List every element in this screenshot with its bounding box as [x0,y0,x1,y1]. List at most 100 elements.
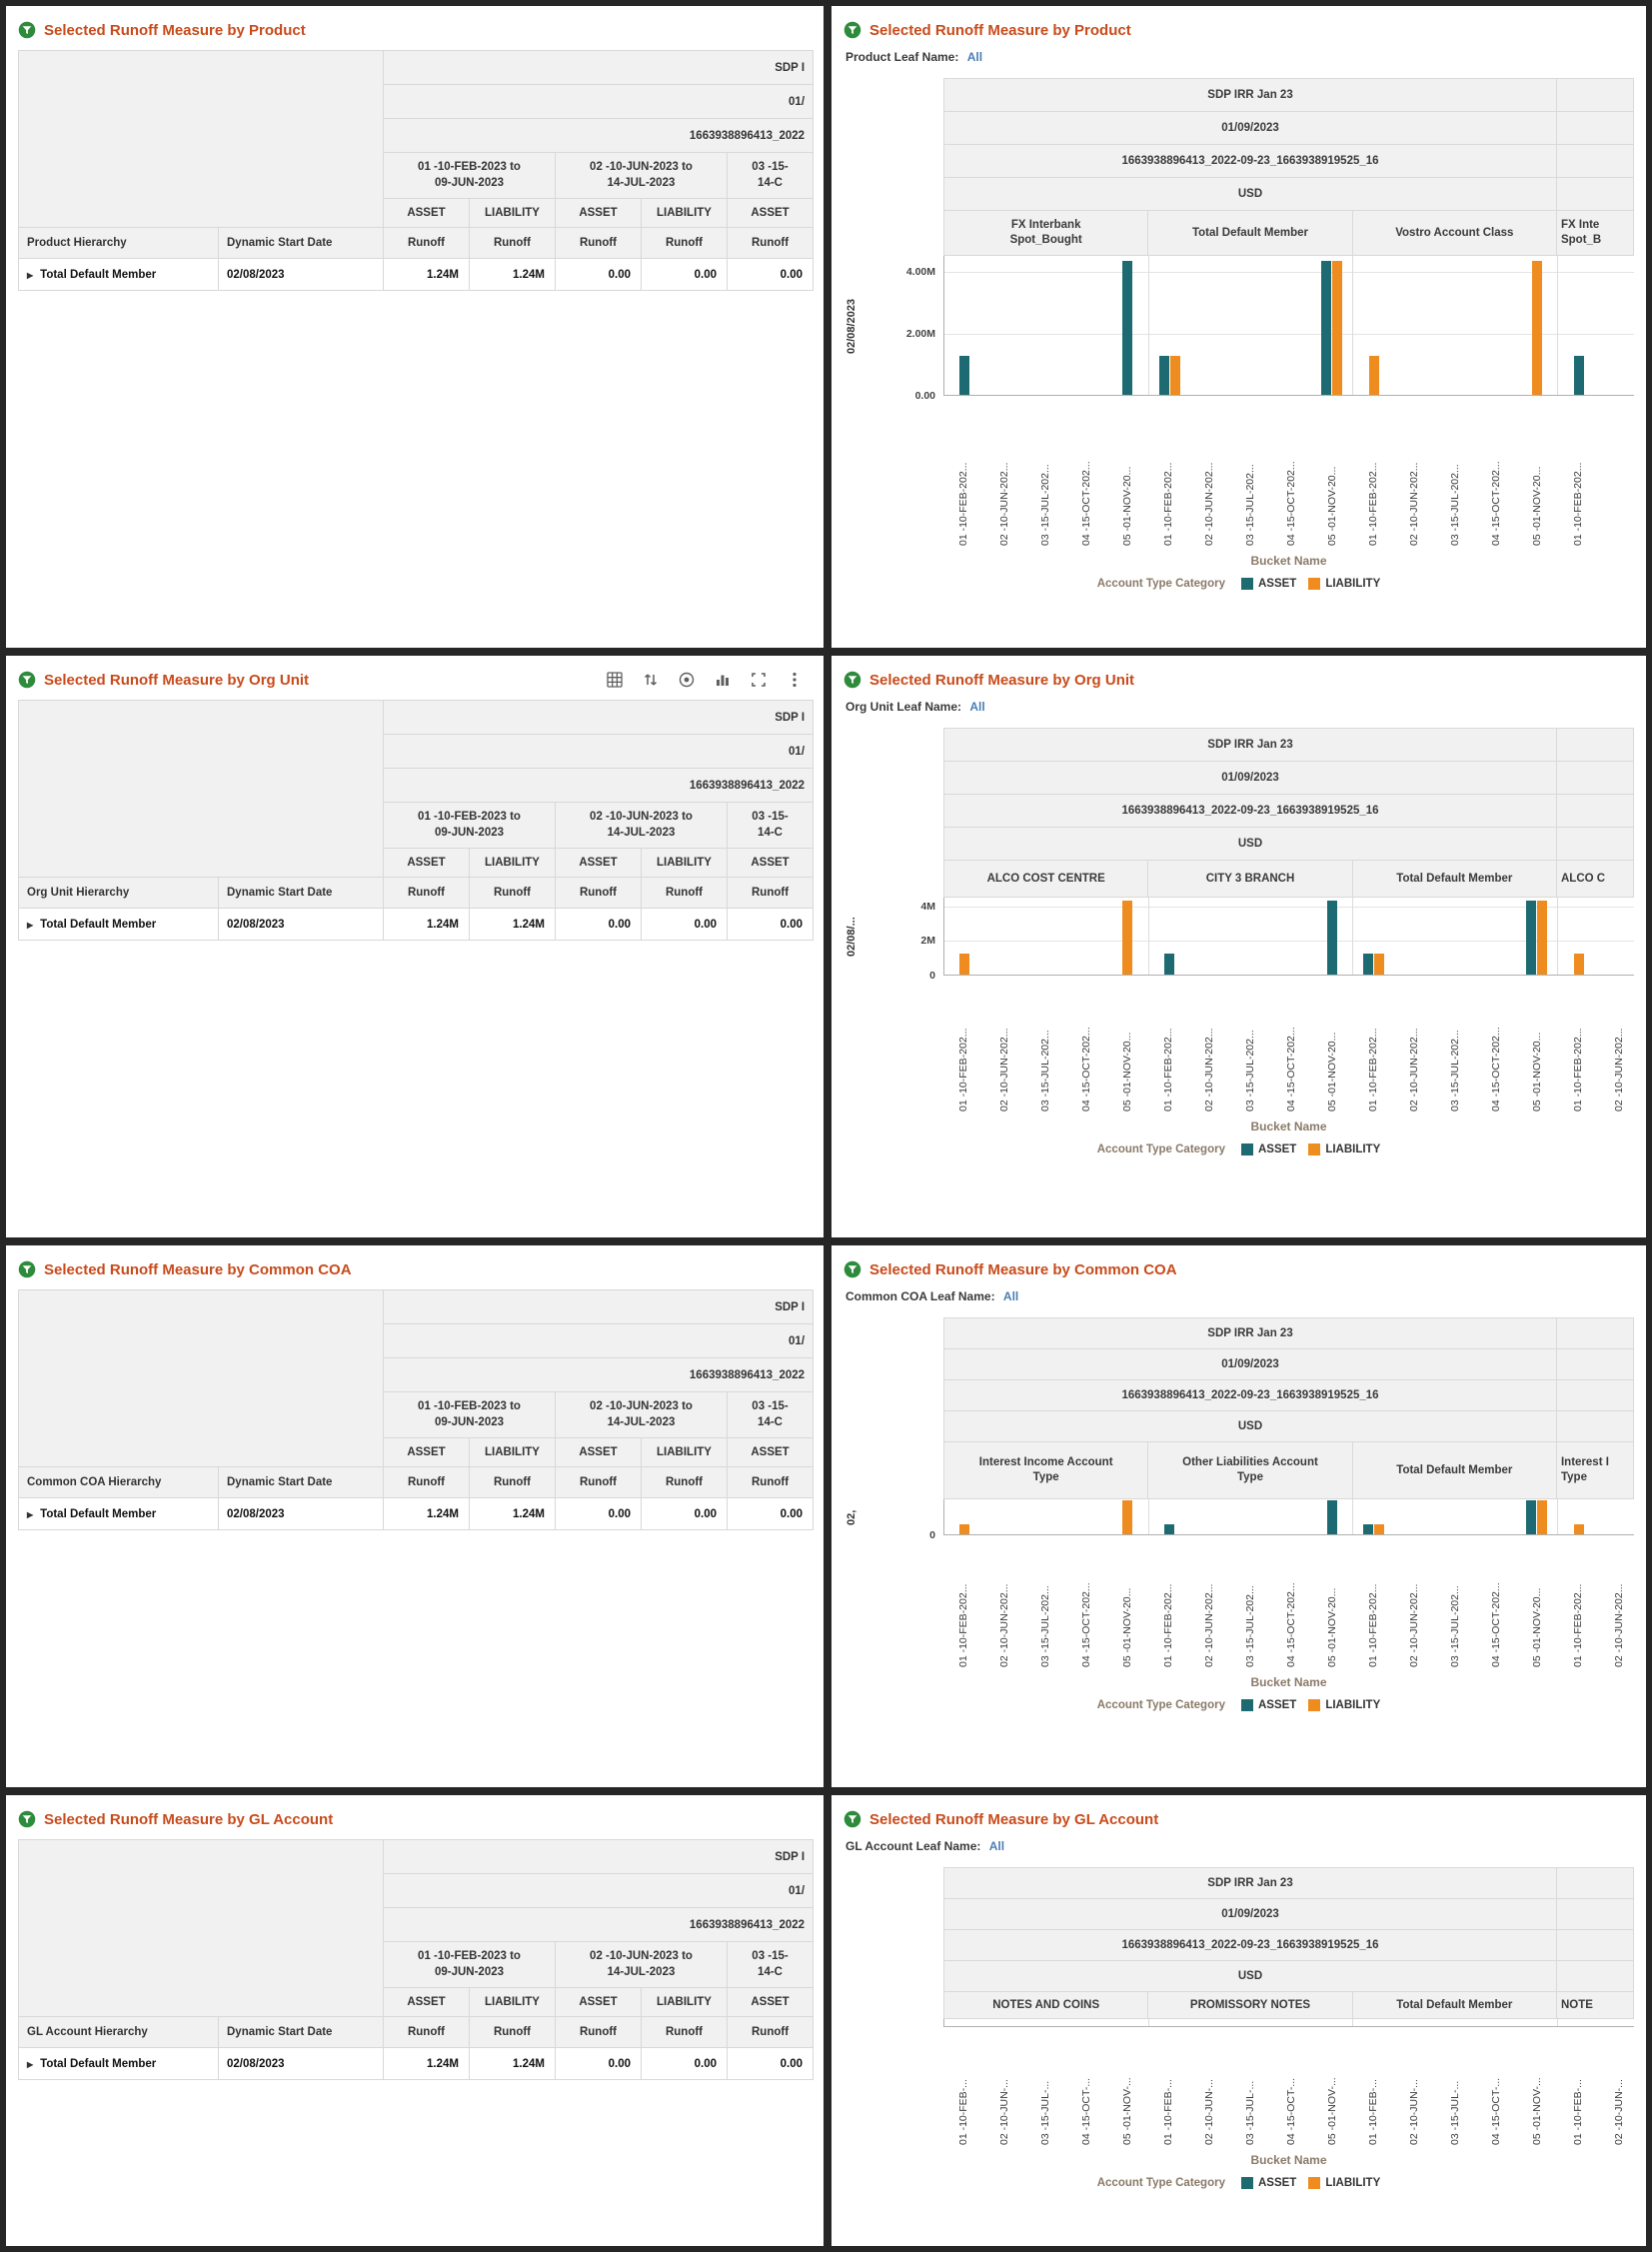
bar-liability[interactable] [1537,1499,1548,1534]
bar-liability[interactable] [1169,356,1180,395]
section-header-line: Spot_B [1560,234,1602,246]
pivot-header-row: USD [843,1410,1634,1442]
chart-plot-row: 02/08/... 4M 2M 0 [843,898,1634,982]
filter-icon[interactable] [843,21,861,39]
bar-slot [1230,1499,1271,1534]
bar-asset[interactable] [1321,261,1332,395]
table-corner-cell [18,50,384,228]
chart-plot-area [943,256,1634,396]
legend-item-liability[interactable]: LIABILITY [1308,2177,1380,2189]
filter-icon[interactable] [18,21,36,39]
bucket-group-header: 03 -15- 14-C [726,1941,815,1988]
section-header-row: NOTES AND COINS PROMISSORY NOTES Total Def… [843,1991,1634,2019]
bar-slot [1149,1499,1190,1534]
x-tick-slot: 04 -15-OCT-... [1475,2027,1516,2145]
x-tick-slot: 05 -01-NOV-... [1516,2027,1557,2145]
filter-icon[interactable] [843,1260,861,1278]
bar-asset[interactable] [1164,953,1175,975]
bucket-group-header: 01 -10-FEB-2023 to 09-JUN-2023 [383,802,556,849]
expand-arrow-icon[interactable]: ▶ [27,2059,34,2069]
x-tick-label: 03 -15-JUL-202... [1244,464,1257,546]
pivot-header-cell: 01/09/2023 [943,1898,1557,1930]
x-tick-slot: 04 -15-OCT-202... [1475,1535,1516,1667]
pivot-row-gutter [843,177,943,211]
bar-liability[interactable] [1531,261,1542,395]
maximize-icon[interactable] [750,671,768,689]
bar-liability[interactable] [1122,1499,1133,1534]
expand-arrow-icon[interactable]: ▶ [27,920,34,930]
member-cell[interactable]: ▶ Total Default Member [18,258,219,291]
bar-liability[interactable] [1573,1524,1584,1534]
bar-liability[interactable] [1374,1524,1385,1534]
expand-arrow-icon[interactable]: ▶ [27,1509,34,1519]
expand-arrow-icon[interactable]: ▶ [27,270,34,280]
pivot-header-overflow [1556,1867,1634,1899]
bar-asset[interactable] [1526,900,1537,975]
bar-slot [1149,2019,1190,2026]
target-icon[interactable] [678,671,696,689]
pivot-header-cell: SDP IRR Jan 23 [943,1317,1557,1349]
bar-asset[interactable] [1326,1499,1337,1534]
member-cell[interactable]: ▶ Total Default Member [18,2047,219,2080]
legend-item-asset[interactable]: ASSET [1240,1699,1296,1711]
bar-liability[interactable] [1332,261,1343,395]
filter-icon[interactable] [18,671,36,689]
x-label-section: 01 -10-FEB-202... 02 -10-JUN-202... 03 -15… [1352,396,1557,546]
x-tick-slot: 01 -10-FEB-202... [943,976,984,1112]
report-name-header: 1663938896413_2022 [382,1357,815,1392]
panel-title: Selected Runoff Measure by Product [44,21,306,39]
bar-asset[interactable] [1526,1499,1537,1534]
legend-item-liability[interactable]: LIABILITY [1308,1699,1380,1711]
x-tick-slot: 03 -15-JUL-202... [1230,1535,1271,1667]
bar-liability[interactable] [959,1524,970,1534]
filter-icon[interactable] [843,1810,861,1828]
bar-asset[interactable] [1326,900,1337,975]
bar-asset[interactable] [1158,356,1169,395]
bar-asset[interactable] [1363,1524,1374,1534]
bucket-group-line: 14-C [758,1965,783,1978]
bar-asset[interactable] [959,356,970,395]
pivot-header-row: 1663938896413_2022-09-23_1663938919525_1… [843,794,1634,828]
bar-slot [1025,898,1066,975]
legend-title: Account Type Category [1096,2177,1225,2189]
bar-asset[interactable] [1573,356,1584,395]
bar-asset[interactable] [1164,1524,1175,1534]
bar-asset[interactable] [1122,261,1133,395]
chart-plot-row [843,2019,1634,2027]
bar-liability[interactable] [1573,953,1584,975]
bar-liability[interactable] [1374,953,1385,975]
legend-item-asset[interactable]: ASSET [1240,1143,1296,1155]
x-axis-title: Bucket Name [1250,1675,1327,1689]
x-tick-slot: 03 -15-JUL-202... [1025,396,1066,546]
member-cell[interactable]: ▶ Total Default Member [18,908,219,941]
bar-chart-icon[interactable] [714,671,732,689]
bar-asset[interactable] [1363,953,1374,975]
pivot-header-cell: SDP IRR Jan 23 [943,1867,1557,1899]
bar-liability[interactable] [1122,900,1133,975]
legend-label: LIABILITY [1325,1699,1381,1711]
bar-liability[interactable] [1368,356,1379,395]
more-options-icon[interactable] [786,671,804,689]
section-header-line: Other Liabilities Account [1182,1456,1318,1469]
legend-item-asset[interactable]: ASSET [1240,2177,1296,2189]
legend-item-asset[interactable]: ASSET [1240,578,1296,590]
x-tick-slot: 01 -10-FEB-... [1557,2027,1598,2145]
bucket-group-line: 14-JUL-2023 [607,1965,676,1978]
plot-section [1352,256,1557,395]
start-date-cell: 02/08/2023 [218,258,384,291]
leaf-name-value: All [988,1839,1005,1853]
filter-icon[interactable] [843,671,861,689]
table-view-icon[interactable] [606,671,624,689]
x-tick-label: 03 -15-JUL-202... [1244,1585,1257,1667]
bucket-group-line: 14-C [758,826,783,839]
legend-item-liability[interactable]: LIABILITY [1308,1143,1380,1155]
sort-icon[interactable] [642,671,660,689]
legend-item-liability[interactable]: LIABILITY [1308,578,1380,590]
filter-icon[interactable] [18,1260,36,1278]
section-header: Total Default Member [1147,210,1353,256]
member-cell[interactable]: ▶ Total Default Member [18,1497,219,1530]
bar-slot [1025,2019,1066,2026]
bar-liability[interactable] [959,953,970,975]
filter-icon[interactable] [18,1810,36,1828]
bar-liability[interactable] [1537,900,1548,975]
